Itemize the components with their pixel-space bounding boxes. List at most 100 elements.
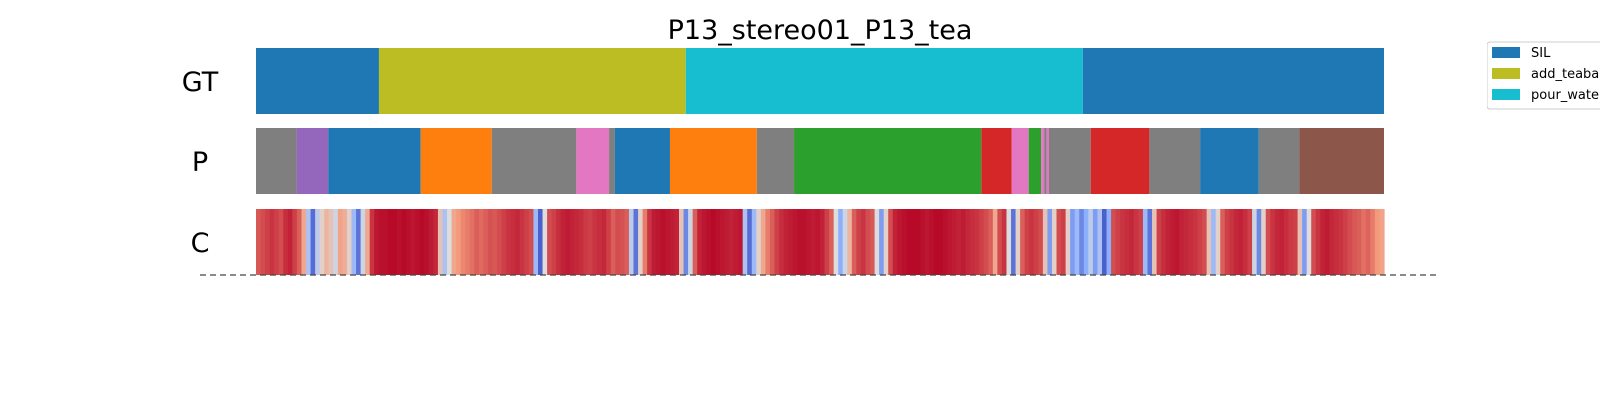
confidence-cell-206: [1192, 209, 1199, 275]
confidence-cell-168: [1020, 209, 1026, 275]
confidence-cell-142: [901, 209, 908, 275]
confidence-cell-160: [983, 209, 989, 275]
confidence-cell-56: [510, 209, 516, 275]
confidence-cell-17: [333, 209, 339, 275]
confidence-cell-145: [915, 209, 921, 275]
confidence-cell-216: [1238, 209, 1244, 275]
confidence-cell-77: [606, 209, 612, 275]
confidence-cell-169: [1024, 209, 1030, 275]
confidence-cell-151: [942, 209, 948, 275]
segment-p-18: [1090, 128, 1150, 194]
legend-label-1: add_teabag: [1531, 67, 1600, 82]
legend: SIL add_teabag pour_water: [1487, 41, 1600, 110]
confidence-cell-240: [1347, 209, 1353, 275]
chart-title: P13_stereo01_P13_tea: [668, 15, 973, 46]
segment-p-2: [328, 128, 421, 194]
confidence-cell-59: [524, 209, 530, 275]
confidence-cell-245: [1370, 209, 1376, 275]
confidence-cell-236: [1329, 209, 1335, 275]
segment-gt-1: [378, 48, 686, 114]
confidence-cell-146: [920, 209, 926, 275]
segment-p-15: [1044, 128, 1047, 194]
confidence-cell-22: [356, 209, 362, 275]
confidence-cell-227: [1288, 209, 1294, 275]
confidence-cell-19: [342, 209, 348, 275]
confidence-cell-164: [1001, 209, 1008, 275]
confidence-cell-126: [829, 209, 835, 275]
confidence-cell-55: [506, 209, 512, 275]
confidence-cell-198: [1156, 209, 1162, 275]
confidence-cell-181: [1079, 209, 1085, 275]
confidence-cell-238: [1338, 209, 1344, 275]
confidence-cell-183: [1088, 209, 1094, 275]
confidence-cell-36: [419, 209, 425, 275]
confidence-cell-92: [674, 209, 680, 275]
confidence-cell-100: [710, 209, 716, 275]
confidence-cell-207: [1197, 209, 1203, 275]
confidence-cell-95: [688, 209, 694, 275]
confidence-cell-63: [542, 209, 548, 275]
confidence-cell-109: [751, 209, 757, 275]
confidence-cell-134: [865, 209, 871, 275]
confidence-cell-21: [351, 209, 357, 275]
confidence-cell-104: [729, 209, 735, 275]
confidence-cell-28: [383, 209, 389, 275]
confidence-cell-179: [1070, 209, 1076, 275]
legend-swatch-1: [1492, 68, 1520, 79]
confidence-cell-219: [1252, 209, 1258, 275]
confidence-cell-243: [1361, 209, 1367, 275]
confidence-cell-90: [665, 209, 671, 275]
confidence-cell-136: [874, 209, 880, 275]
confidence-cell-39: [433, 209, 439, 275]
confidence-cell-43: [451, 209, 457, 275]
segment-gt-2: [685, 48, 1083, 114]
row-p: P: [192, 128, 1384, 194]
confidence-cell-197: [1152, 209, 1158, 275]
confidence-cell-122: [810, 209, 817, 275]
confidence-cell-218: [1247, 209, 1253, 275]
confidence-cell-194: [1138, 209, 1144, 275]
confidence-cell-185: [1097, 209, 1103, 275]
confidence-cell-7: [287, 209, 293, 275]
confidence-cell-129: [842, 209, 848, 275]
confidence-cell-61: [533, 209, 539, 275]
confidence-cell-70: [574, 209, 580, 275]
confidence-cell-230: [1302, 209, 1308, 275]
confidence-cell-30: [392, 209, 398, 275]
confidence-cell-224: [1274, 209, 1280, 275]
row-label-p: P: [192, 147, 208, 178]
confidence-cell-242: [1356, 209, 1362, 275]
confidence-cell-149: [933, 209, 939, 275]
confidence-cell-128: [838, 209, 844, 275]
segment-gt-3: [1082, 48, 1384, 114]
confidence-cell-26: [374, 209, 380, 275]
confidence-cell-98: [701, 209, 707, 275]
confidence-cell-203: [1179, 209, 1185, 275]
segment-p-13: [1028, 128, 1042, 194]
confidence-cell-114: [774, 209, 780, 275]
confidence-cell-62: [538, 209, 544, 275]
confidence-cell-0: [256, 209, 262, 275]
confidence-cell-84: [638, 209, 644, 275]
confidence-cell-4: [274, 209, 280, 275]
confidence-cell-2: [265, 209, 271, 275]
confidence-cell-235: [1324, 209, 1331, 275]
confidence-cell-180: [1074, 209, 1080, 275]
confidence-cell-241: [1352, 209, 1358, 275]
confidence-cell-159: [979, 209, 985, 275]
confidence-cell-74: [592, 209, 598, 275]
confidence-cell-147: [924, 209, 930, 275]
confidence-cell-45: [460, 209, 466, 275]
confidence-cell-102: [719, 209, 726, 275]
confidence-cell-14: [319, 209, 325, 275]
confidence-cell-68: [565, 209, 571, 275]
confidence-cell-143: [906, 209, 912, 275]
segment-p-21: [1258, 128, 1300, 194]
confidence-cell-124: [820, 209, 826, 275]
confidence-cell-117: [788, 209, 794, 275]
confidence-cell-199: [1161, 209, 1167, 275]
confidence-cell-209: [1206, 209, 1212, 275]
confidence-cell-191: [1124, 209, 1130, 275]
confidence-cell-156: [965, 209, 971, 275]
confidence-cell-205: [1188, 209, 1194, 275]
